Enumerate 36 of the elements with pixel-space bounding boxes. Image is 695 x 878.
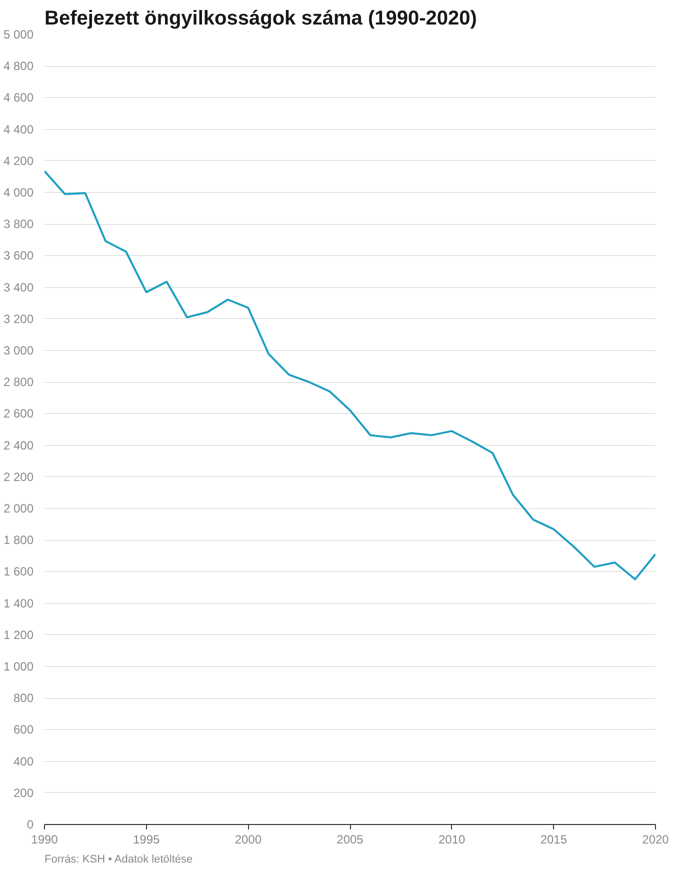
y-tick-label: 2 200 bbox=[3, 470, 34, 484]
y-tick-label: 1 800 bbox=[3, 533, 34, 548]
y-tick-label: 0 bbox=[26, 818, 34, 832]
x-tick-label: 2000 bbox=[234, 832, 262, 846]
line-series bbox=[44, 170, 656, 580]
y-tick-label: 3 400 bbox=[3, 280, 34, 294]
y-tick-label: 1 000 bbox=[3, 660, 34, 674]
x-tick-label: 2015 bbox=[540, 832, 568, 846]
y-tick-label: 3 800 bbox=[3, 217, 34, 232]
y-tick-label: 400 bbox=[13, 754, 34, 768]
y-tick-label: 2 400 bbox=[3, 438, 34, 452]
y-tick-label: 1 600 bbox=[3, 564, 34, 579]
y-tick-label: 3 000 bbox=[3, 344, 34, 358]
y-tick-label: 4 600 bbox=[3, 90, 34, 105]
y-tick-label: 600 bbox=[13, 722, 34, 737]
y-tick-label: 4 200 bbox=[3, 154, 34, 168]
y-tick-label: 3 200 bbox=[3, 312, 34, 326]
y-tick-label: 2 800 bbox=[3, 375, 34, 390]
x-tick-label: 2005 bbox=[336, 832, 364, 846]
y-tick-label: 4 400 bbox=[3, 122, 34, 136]
y-tick-label: 2 000 bbox=[3, 502, 34, 516]
text: Forrás: KSH • Adatok letöltése bbox=[44, 854, 193, 866]
chart-title: Befejezett öngyilkosságok száma (1990-2020) bbox=[44, 8, 477, 30]
y-tick-label: 3 600 bbox=[3, 248, 34, 263]
x-tick-label: 2010 bbox=[438, 832, 466, 846]
y-tick-label: 2 600 bbox=[3, 406, 34, 421]
x-tick-label: 1995 bbox=[132, 832, 160, 846]
y-tick-label: 800 bbox=[13, 691, 34, 706]
y-tick-label: 4 800 bbox=[3, 59, 34, 74]
y-tick-label: 1 400 bbox=[3, 596, 34, 610]
y-tick-label: 4 000 bbox=[3, 186, 34, 200]
x-tick-label: 1990 bbox=[31, 832, 58, 846]
y-tick-label: 1 200 bbox=[3, 628, 34, 642]
y-tick-label: 5 000 bbox=[3, 28, 34, 42]
x-tick-label: 2020 bbox=[642, 832, 670, 846]
y-tick-label: 200 bbox=[13, 786, 34, 800]
